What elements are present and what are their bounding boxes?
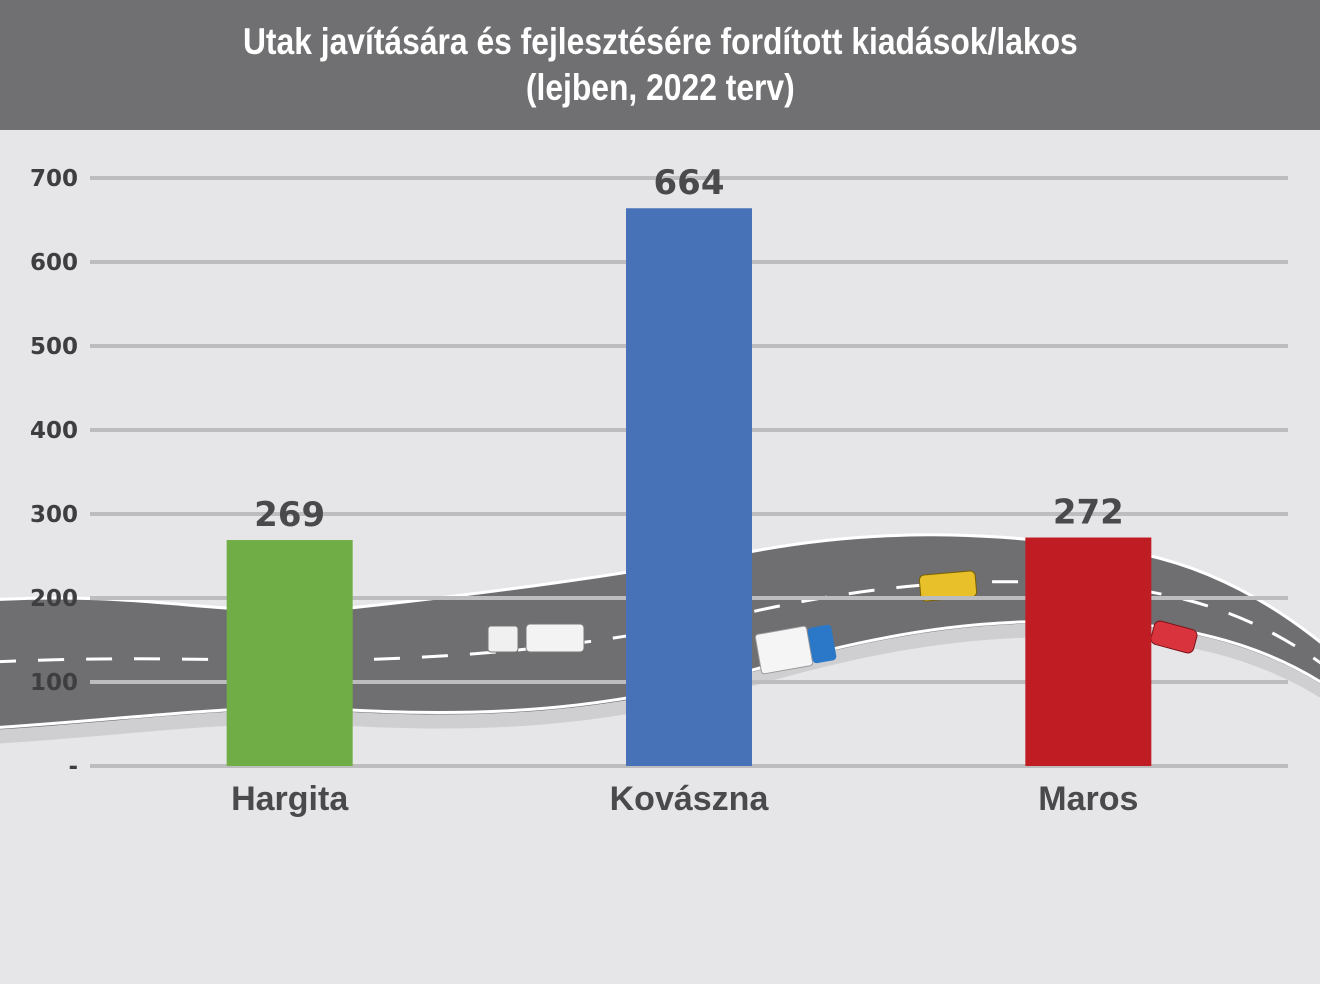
value-label: 664	[654, 163, 725, 203]
bar-maros	[1025, 537, 1152, 766]
car-icon	[1150, 620, 1198, 654]
category-label: Hargita	[231, 780, 349, 818]
bars	[226, 208, 1152, 766]
y-tick-label: -	[68, 754, 78, 780]
chart-subtitle: (lejben, 2022 terv)	[525, 67, 795, 108]
value-label: 272	[1053, 493, 1124, 533]
y-tick-label: 100	[30, 670, 78, 696]
van-icon	[487, 623, 585, 653]
y-tick-label: 500	[30, 334, 78, 360]
y-tick-label: 400	[30, 418, 78, 444]
y-tick-label: 200	[30, 586, 78, 612]
y-tick-label: 600	[30, 250, 78, 276]
y-axis-ticks: - 100 200 300 400 500 600 700	[30, 166, 78, 780]
chart-header: Utak javítására és fejlesztésére fordíto…	[0, 0, 1320, 130]
category-label: Maros	[1038, 780, 1138, 818]
value-label: 269	[254, 495, 325, 535]
bar-hargita	[226, 540, 353, 766]
truck-icon	[754, 624, 837, 675]
chart-title: Utak javítására és fejlesztésére fordíto…	[242, 21, 1078, 62]
value-labels: 269 664 272	[254, 163, 1124, 535]
bar-kovászna	[626, 208, 752, 766]
bar-chart: - 100 200 300 400 500 600 700 269 664 272 Hargita…	[0, 163, 1320, 818]
category-labels: Hargita Kovászna Maros	[231, 780, 1138, 818]
y-tick-label: 700	[30, 166, 78, 192]
y-tick-label: 300	[30, 502, 78, 528]
category-label: Kovászna	[610, 780, 770, 818]
